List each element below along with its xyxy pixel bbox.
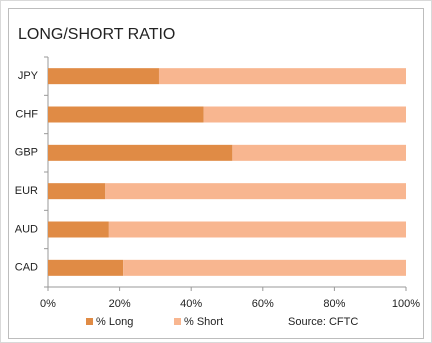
y-tick-label: AUD — [15, 223, 38, 235]
bar-segment — [203, 106, 406, 123]
y-tick-label: CHF — [15, 108, 38, 120]
bar-segment — [48, 221, 109, 238]
bar-segment — [48, 68, 159, 85]
legend-label: % Long — [96, 316, 133, 328]
bar-segment — [48, 144, 233, 161]
legend-swatch — [174, 318, 181, 325]
x-tick-label: 60% — [252, 298, 274, 310]
legend-swatch — [86, 318, 93, 325]
y-tick-label: EUR — [15, 185, 38, 197]
bar-segment — [158, 68, 406, 85]
bar-segment — [232, 144, 406, 161]
bar-segment — [48, 183, 106, 200]
x-tick-label: 100% — [392, 298, 420, 310]
chart-frame — [8, 8, 424, 339]
bar-segment — [48, 259, 124, 276]
x-tick-label: 0% — [40, 298, 56, 310]
bar-segment — [123, 259, 407, 276]
x-tick-label: 20% — [109, 298, 131, 310]
bar-segment — [108, 221, 407, 238]
chart-title: LONG/SHORT RATIO — [18, 26, 175, 43]
annotation: Source: CFTC — [288, 316, 358, 328]
bar-segment — [105, 183, 406, 200]
bar-segment — [48, 106, 204, 123]
y-tick-label: JPY — [18, 70, 39, 82]
y-tick-label: GBP — [15, 147, 38, 159]
x-tick-label: 80% — [323, 298, 345, 310]
x-tick-label: 40% — [180, 298, 202, 310]
legend-label: % Short — [184, 316, 223, 328]
y-tick-label: CAD — [15, 262, 38, 274]
